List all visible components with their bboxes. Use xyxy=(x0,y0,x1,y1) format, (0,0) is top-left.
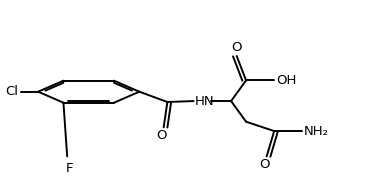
Text: F: F xyxy=(65,162,73,175)
Text: NH₂: NH₂ xyxy=(304,125,329,138)
Text: O: O xyxy=(156,129,167,142)
Text: HN: HN xyxy=(195,94,214,108)
Text: OH: OH xyxy=(276,74,296,87)
Text: O: O xyxy=(259,158,270,171)
Text: Cl: Cl xyxy=(6,85,19,98)
Text: O: O xyxy=(232,41,242,54)
